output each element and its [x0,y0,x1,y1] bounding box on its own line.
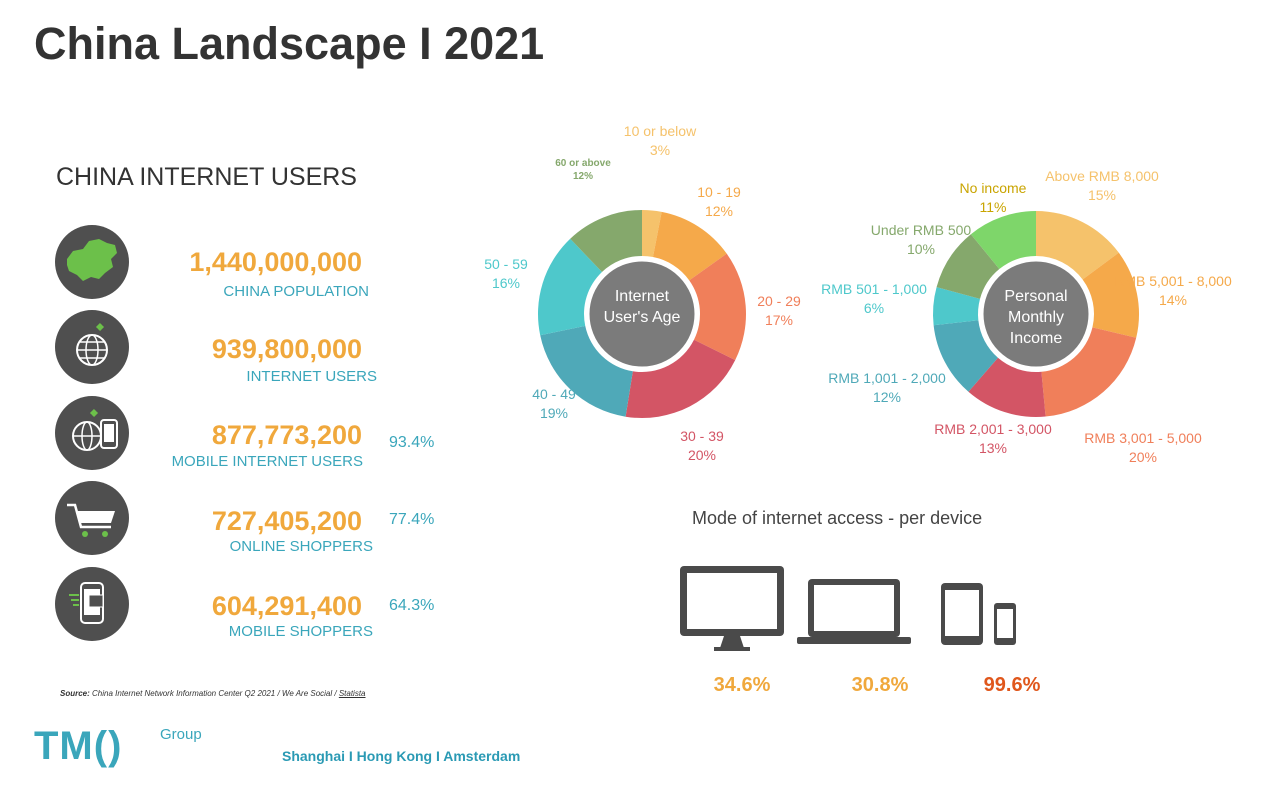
slice-label: RMB 3,001 - 5,000 20% [1084,430,1202,465]
slice-label: 20 - 29 17% [757,293,801,328]
slice-label: RMB 501 - 1,000 6% [821,281,927,316]
donut-slice [689,253,746,361]
stat-icon-circle [55,481,129,555]
source-prefix: Source: [60,689,90,698]
age-center-label: Internet User's Age [603,288,681,326]
device-percent: 34.6% [713,674,771,696]
donut-slice [1036,211,1119,280]
china-map-icon [67,239,117,281]
donut-slice [570,210,642,273]
donut-center [586,258,698,370]
slice-label: 10 - 19 12% [697,184,741,219]
stat-value: 604,291,400 [211,591,362,621]
mobile-shopping-icon [69,582,104,624]
slice-label: RMB 2,001 - 3,000 13% [934,421,1052,456]
source-note: Source: China Internet Network Informati… [60,689,366,698]
logo-sub: Group [160,726,202,743]
stat-icon-circle [55,396,129,470]
globe-phone-icon [72,408,118,451]
source-text: China Internet Network Information Cente… [92,689,339,698]
donut-slice [1041,327,1137,417]
globe-icon [76,322,108,366]
donut-slice [933,287,981,326]
stat-percent: 77.4% [389,511,435,528]
donut-chart-age [538,210,746,418]
stat-value: 939,800,000 [211,334,362,364]
device-section-title: Mode of internet access - per device [692,508,983,528]
slice-label: 30 - 39 20% [680,428,724,463]
slice-label: Under RMB 500 10% [870,222,972,257]
slice-label: 10 or below 3% [623,123,697,158]
stat-value: 1,440,000,000 [189,247,362,277]
income-center-label: Personal Monthly Income [1004,288,1068,347]
slice-label: RMB 1,001 - 2,000 12% [828,370,946,405]
stat-label: MOBILE SHOPPERS [228,623,373,640]
office-locations: Shanghai I Hong Kong I Amsterdam [282,748,521,764]
laptop-icon [797,579,911,644]
stat-value: 877,773,200 [211,420,362,450]
stat-label: INTERNET USERS [246,368,377,385]
stat-value: 727,405,200 [211,506,362,536]
logo: TM() [34,724,123,768]
stat-icon-circle [55,225,129,299]
slice-label: No income 11% [959,180,1027,215]
slice-label: 50 - 59 16% [484,256,528,291]
stat-label: ONLINE SHOPPERS [229,538,373,555]
page-title: China Landscape I 2021 [34,18,545,69]
donut-slice [1082,252,1139,338]
stat-label: CHINA POPULATION [223,283,369,300]
stat-label: MOBILE INTERNET USERS [171,453,363,470]
device-percent: 30.8% [851,674,909,696]
section-title: CHINA INTERNET USERS [56,163,357,191]
shopping-cart-icon [67,503,115,537]
donut-slice [538,238,602,336]
donut-slice [540,325,633,417]
donut-chart-income [933,211,1139,418]
stat-icon-circle [55,567,129,641]
stat-percent: 64.3% [389,597,435,614]
device-percent: 99.6% [983,674,1041,696]
donut-slice [642,210,662,258]
slice-label: Above RMB 8,000 15% [1045,168,1159,203]
stat-icon-circle [55,310,129,384]
desktop-icon [680,566,784,651]
slice-label: 40 - 49 19% [532,386,576,421]
donut-slice [933,320,998,392]
slice-label: RMB 5,001 - 8,000 14% [1114,273,1232,308]
source-link[interactable]: Statista [338,689,366,698]
tablet-phone-icon [941,583,1016,645]
donut-slice [970,211,1036,270]
donut-slice [936,234,1000,299]
donut-slice [625,339,736,418]
donut-slice [652,211,727,281]
donut-center [980,258,1092,370]
stat-percent: 93.4% [389,434,435,451]
slice-label: 60 or above 12% [555,158,611,182]
donut-slice [968,357,1046,418]
